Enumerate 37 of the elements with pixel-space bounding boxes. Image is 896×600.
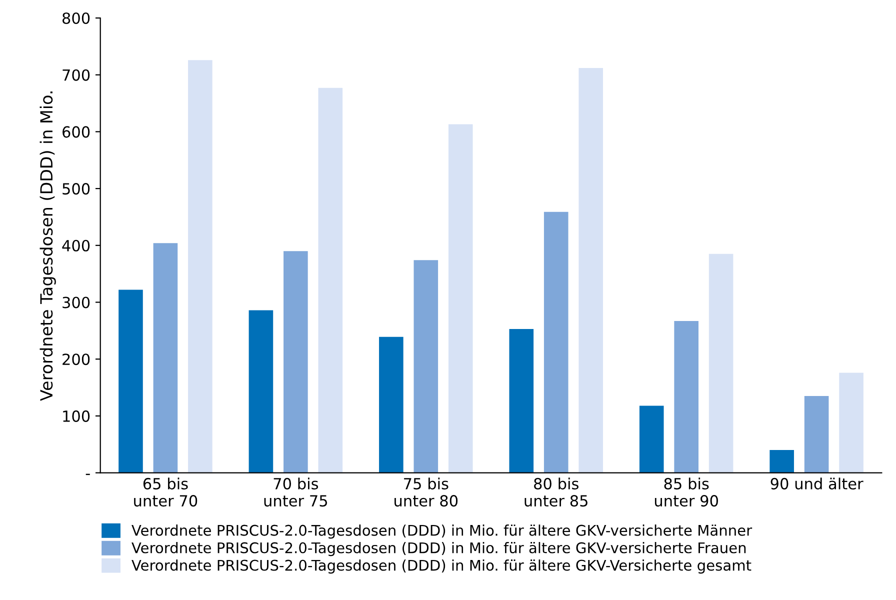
bar	[153, 243, 178, 473]
x-tick-label: 85 bis unter 90	[654, 478, 718, 507]
y-tick-label: 300	[62, 296, 90, 308]
x-tick-label: 75 bis unter 80	[394, 478, 458, 507]
legend-label: Verordnete PRISCUS-2.0-Tagesdosen (DDD) in Mio. für ältere GKV-versicherte Frauen	[132, 542, 746, 556]
bar	[544, 212, 568, 473]
bar	[284, 251, 308, 473]
y-tick-label: 800	[62, 12, 90, 24]
y-tick-label: 500	[62, 183, 90, 195]
x-tick-label: 65 bis unter 70	[134, 478, 198, 507]
bar	[770, 450, 794, 473]
legend-label: Verordnete PRISCUS-2.0-Tagesdosen (DDD) in Mio. für ältere GKV-Versicherte gesamt	[132, 559, 752, 574]
legend-label: Verordnete PRISCUS-2.0-Tagesdosen (DDD) in Mio. für ältere GKV-versicherte Männer	[132, 524, 752, 539]
bar	[379, 336, 404, 473]
bar	[708, 254, 734, 473]
bar	[509, 328, 534, 473]
x-tick-label: 80 bis unter 85	[524, 478, 588, 507]
bar	[639, 406, 664, 473]
y-axis-title: Verordnete Tagesdosen (DDD) in Mio.	[40, 92, 56, 401]
bar	[448, 124, 473, 473]
bar	[414, 260, 438, 473]
bar	[248, 310, 274, 473]
bar	[578, 68, 603, 473]
bar	[839, 372, 864, 473]
y-tick-label: 200	[62, 354, 90, 366]
bar	[674, 321, 698, 473]
bar	[118, 290, 143, 473]
y-tick-label: -	[86, 474, 90, 476]
y-tick-label: 100	[63, 410, 90, 422]
x-tick-label: 90 und älter	[770, 478, 864, 490]
bar	[804, 396, 829, 473]
bar	[318, 88, 343, 473]
y-tick-label: 700	[62, 69, 90, 81]
bar	[188, 60, 212, 473]
y-tick-label: 400	[62, 240, 90, 252]
x-tick-label: 70 bis unter 75	[264, 478, 328, 507]
y-tick-label: 600	[62, 126, 90, 138]
